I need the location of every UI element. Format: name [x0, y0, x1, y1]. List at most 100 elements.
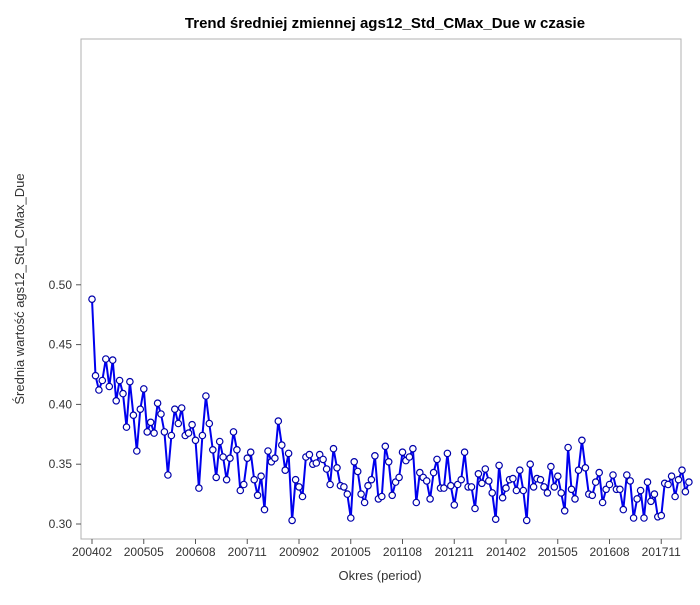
- data-point: [133, 447, 141, 455]
- data-point: [167, 431, 176, 440]
- x-tick-label: 201005: [331, 545, 371, 559]
- data-point: [360, 498, 369, 507]
- data-point: [540, 483, 548, 491]
- data-point: [547, 462, 555, 471]
- data-point: [550, 483, 559, 491]
- data-point: [277, 441, 286, 449]
- data-point: [519, 486, 528, 495]
- data-point: [495, 461, 503, 470]
- data-point: [481, 465, 490, 473]
- data-point: [422, 477, 431, 485]
- data-point: [560, 506, 569, 515]
- data-point: [191, 436, 200, 445]
- data-point: [333, 463, 341, 472]
- data-point: [626, 477, 635, 485]
- data-point: [409, 444, 417, 453]
- data-point: [515, 466, 524, 475]
- data-point: [102, 355, 110, 363]
- data-point: [640, 514, 648, 522]
- data-point: [298, 492, 307, 501]
- data-point: [215, 437, 224, 446]
- data-point: [609, 471, 617, 479]
- data-point: [164, 471, 172, 479]
- data-point: [319, 455, 327, 464]
- data-point: [174, 419, 183, 428]
- data-point: [650, 490, 659, 498]
- data-point: [678, 466, 686, 475]
- x-tick-label: 200608: [175, 545, 215, 559]
- data-point: [484, 477, 493, 485]
- x-tick-label: 200902: [279, 545, 319, 559]
- x-tick-label: 201108: [383, 545, 422, 559]
- data-point: [177, 404, 186, 412]
- data-point: [412, 498, 421, 507]
- data-point: [222, 475, 231, 484]
- data-point: [616, 485, 624, 494]
- data-point: [488, 489, 497, 497]
- data-point: [357, 490, 365, 498]
- y-axis-label: Średnia wartość ags12_Std_CMax_Due: [12, 173, 27, 404]
- data-point: [471, 504, 479, 513]
- data-point: [240, 480, 248, 489]
- data-point: [460, 448, 469, 457]
- data-point: [364, 481, 372, 490]
- data-point: [433, 455, 441, 464]
- x-tick-label: 200505: [124, 545, 164, 559]
- x-tick-label: 200711: [228, 545, 267, 559]
- data-point: [450, 501, 459, 509]
- data-point: [126, 377, 134, 386]
- data-point: [443, 449, 452, 458]
- data-point: [478, 479, 486, 488]
- data-point: [377, 492, 386, 501]
- data-point: [633, 495, 641, 503]
- data-point: [657, 511, 666, 520]
- data-point: [371, 451, 379, 460]
- data-point: [260, 505, 269, 514]
- data-point: [288, 516, 296, 525]
- data-point: [605, 480, 614, 489]
- x-tick-label: 201505: [538, 545, 578, 559]
- data-point: [664, 480, 672, 489]
- data-point: [595, 468, 604, 477]
- plot-area: [80, 38, 682, 540]
- data-point: [153, 399, 162, 408]
- chart-title: Trend średniej zmiennej ags12_Std_CMax_D…: [185, 15, 585, 32]
- data-point: [353, 467, 362, 476]
- data-point: [226, 454, 234, 463]
- y-tick-label: 0.50: [49, 278, 73, 292]
- data-point: [209, 445, 217, 454]
- data-point: [446, 481, 455, 490]
- x-tick-label: 201608: [589, 545, 629, 559]
- data-point: [140, 385, 148, 393]
- data-point: [115, 376, 124, 385]
- data-point: [498, 493, 507, 502]
- data-point: [567, 485, 576, 494]
- data-point: [205, 419, 214, 428]
- data-point: [502, 484, 510, 492]
- data-point: [198, 431, 207, 440]
- data-point: [312, 459, 321, 467]
- data-point: [398, 448, 407, 457]
- data-point: [578, 436, 586, 445]
- data-point: [219, 453, 227, 461]
- data-point: [564, 443, 572, 452]
- data-point: [629, 514, 638, 522]
- data-point: [536, 475, 545, 484]
- data-point: [343, 490, 352, 498]
- data-point: [553, 472, 562, 481]
- data-point: [146, 418, 155, 427]
- data-point: [474, 469, 483, 478]
- data-point: [384, 457, 393, 466]
- data-point: [326, 480, 334, 489]
- data-point: [467, 483, 476, 491]
- x-tick-label: 201402: [486, 545, 526, 559]
- data-point: [329, 444, 338, 453]
- data-point: [236, 486, 245, 495]
- data-point: [667, 472, 676, 481]
- data-point: [143, 428, 152, 436]
- data-point: [171, 405, 179, 414]
- data-point: [188, 420, 196, 429]
- data-point: [543, 489, 552, 497]
